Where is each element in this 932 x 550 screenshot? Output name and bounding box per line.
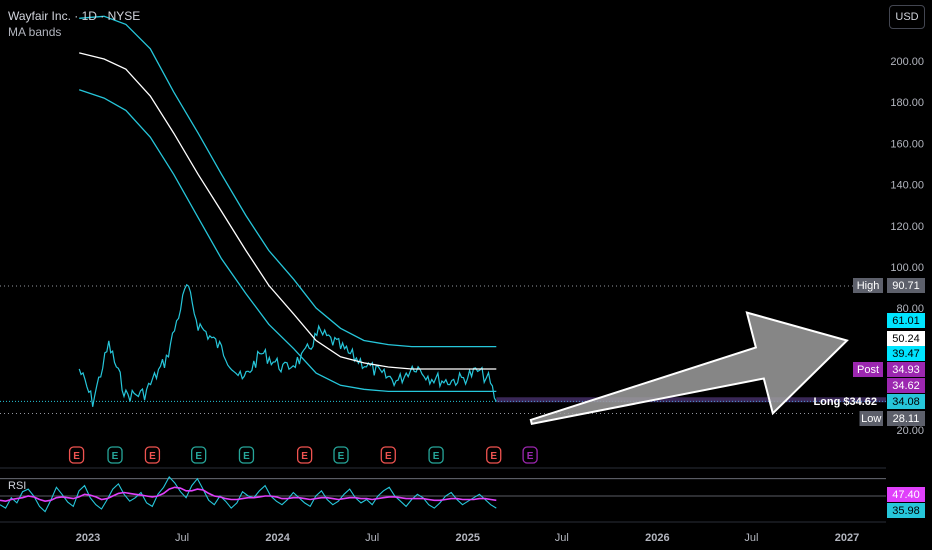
rsi-value-text: 35.98: [892, 505, 920, 517]
indicator-label: MA bands: [8, 25, 62, 39]
price-label-name: Post: [857, 364, 879, 376]
earnings-marker: [486, 446, 502, 464]
ma-lower-band: [78, 89, 497, 393]
price-label-name-tag: [853, 362, 883, 377]
price-tick-label: 140.00: [890, 180, 924, 192]
price-tick-label: 120.00: [890, 221, 924, 233]
earnings-marker-letter: E: [112, 451, 119, 462]
earnings-marker-letter: E: [433, 451, 440, 462]
long-position-zone: [496, 397, 886, 403]
price-labels: 90.71 High 61.01 50.24 39.47 34.93 Post 34.62 34…: [813, 278, 925, 426]
arrow-shape[interactable]: [529, 311, 849, 425]
price-label-tag: [887, 331, 925, 346]
rsi-value-text: 47.40: [892, 489, 920, 501]
price-tick-label: 160.00: [890, 138, 924, 150]
earnings-marker: [191, 446, 207, 464]
earnings-marker-letter: E: [385, 451, 392, 462]
chart-title: Wayfair Inc. · 1D · NYSE: [8, 9, 141, 23]
earnings-marker: [428, 446, 444, 464]
earnings-marker: [144, 446, 161, 464]
price-label-tag: [887, 278, 925, 293]
currency-button[interactable]: USD: [889, 5, 925, 29]
price-line: [78, 283, 497, 407]
earnings-marker: [296, 446, 313, 464]
price-label-name-tag: [859, 411, 883, 426]
price-series: [78, 15, 497, 407]
price-label-name: Long $34.62: [813, 396, 877, 408]
price-label-name: High: [857, 280, 880, 292]
ma-upper-band: [79, 15, 497, 348]
price-tick-label: 200.00: [890, 56, 924, 68]
rsi-ma-line: [0, 486, 497, 503]
time-tick-label: Jul: [555, 532, 569, 544]
price-label-tag: [887, 346, 925, 361]
price-label-value: 34.08: [892, 396, 920, 408]
price-label-tag: [887, 411, 925, 426]
price-label-value: 28.11: [893, 413, 920, 425]
price-tick-label: 20.00: [896, 425, 924, 437]
price-axis: 200.00 180.00 160.00 140.00 120.00 100.00 80.0…: [890, 56, 924, 437]
rsi-value-tag: [887, 503, 925, 518]
price-label-name: Low: [861, 413, 881, 425]
chart-grid: [0, 467, 886, 523]
time-tick-label: 2025: [456, 532, 480, 544]
time-tick-label: Jul: [365, 532, 379, 544]
rsi-label: RSI: [8, 480, 26, 492]
earnings-marker-letter: E: [338, 451, 345, 462]
rsi-value-tag: [887, 487, 925, 502]
time-tick-label: 2026: [645, 532, 669, 544]
price-tick-label: 180.00: [890, 97, 924, 109]
price-label-tag: [887, 394, 925, 409]
rsi-line: [0, 475, 497, 513]
earnings-marker-letter: E: [149, 451, 156, 462]
price-label-value: 34.62: [892, 380, 920, 392]
earnings-marker-letter: E: [527, 451, 534, 462]
time-tick-label: 2023: [76, 532, 100, 544]
time-tick-label: Jul: [744, 532, 758, 544]
price-tick-label: 100.00: [890, 262, 924, 274]
time-tick-label: 2024: [265, 532, 290, 544]
earnings-marker-letter: E: [490, 451, 497, 462]
time-axis: 2023 Jul 2024 Jul 2025 Jul 2026 Jul 2027: [76, 532, 859, 544]
price-label-name-tag: [853, 278, 883, 293]
ma-line: [79, 52, 497, 370]
price-label-value: 34.93: [892, 364, 920, 376]
earnings-marker-letter: E: [243, 451, 250, 462]
price-label-value: 39.47: [892, 348, 920, 360]
earnings-marker: [238, 446, 255, 464]
projection-arrow[interactable]: [529, 311, 849, 425]
price-label-tag: [887, 378, 925, 393]
price-label-tag: [887, 362, 925, 377]
price-label-tag: [887, 313, 925, 328]
earnings-marker-letter: E: [195, 451, 202, 462]
earnings-marker-letter: E: [301, 451, 308, 462]
earnings-marker: [522, 446, 538, 464]
price-label-value: 90.71: [892, 280, 920, 292]
earnings-marker: [68, 446, 85, 464]
price-label-value: 50.24: [892, 333, 920, 345]
price-tick-label: 80.00: [896, 303, 924, 315]
earnings-marker-letter: E: [73, 451, 80, 462]
price-label-value: 61.01: [892, 315, 920, 327]
earnings-marker: [333, 446, 349, 464]
earnings-marker: [107, 446, 123, 464]
reference-lines: [0, 285, 886, 415]
earnings-marker: [380, 446, 396, 464]
rsi-pane: RSI 47.40 35.98: [0, 475, 925, 518]
time-tick-label: 2027: [835, 532, 859, 544]
time-tick-label: Jul: [175, 532, 189, 544]
